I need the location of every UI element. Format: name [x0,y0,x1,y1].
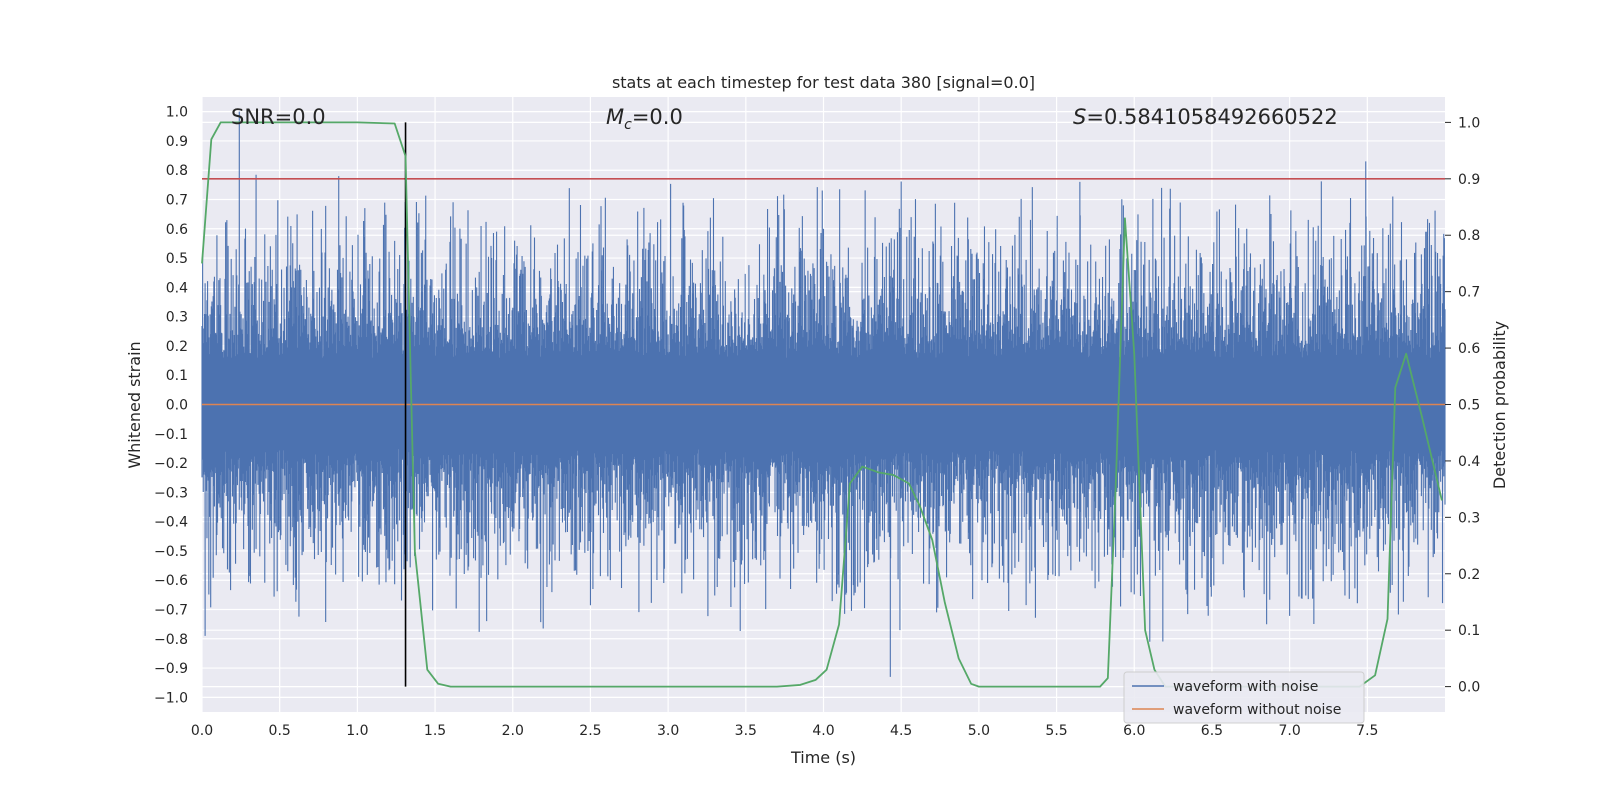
chart-title: stats at each timestep for test data 380… [612,73,1035,92]
x-axis-label: Time (s) [790,748,856,767]
x-tick-label: 2.5 [579,723,601,739]
y-tick-label-left: 0.3 [166,310,188,326]
y-tick-label-right: 0.7 [1458,285,1480,301]
y-tick-label-left: −0.2 [154,456,188,472]
y-tick-label-left: 0.2 [166,339,188,355]
legend-label-noise: waveform with noise [1173,679,1318,695]
y-tick-label-left: 0.7 [166,193,188,209]
x-tick-label: 0.5 [269,723,291,739]
x-tick-label: 3.5 [735,723,757,739]
x-tick-label: 7.5 [1356,723,1378,739]
x-tick-label: 0.0 [191,723,213,739]
y-tick-label-right: 0.4 [1458,454,1480,470]
y-tick-label-right: 0.5 [1458,398,1480,414]
y-tick-label-left: 0.0 [166,398,188,414]
y-tick-label-left: 0.8 [166,163,188,179]
y-tick-label-right: 0.1 [1458,623,1480,639]
tick-labels: 0.0 0.5 1.0 1.5 2.0 2.5 3.0 3.5 4.0 4.5 5.0 5.5 6.0 6… [154,105,1480,739]
annotation-snr: SNR=0.0 [231,105,326,129]
y-tick-label-left: −0.5 [154,544,188,560]
y-tick-label-left: 0.4 [166,280,188,296]
y-tick-label-left: 0.6 [166,222,188,238]
y-tick-label-right: 0.3 [1458,510,1480,526]
legend-box [1123,671,1365,724]
y-tick-label-left: 0.1 [166,368,188,384]
y-tick-label-left: −0.9 [154,661,188,677]
x-tick-label: 6.5 [1201,723,1223,739]
x-tick-label: 4.0 [812,723,834,739]
y-tick-label-right: 1.0 [1458,115,1480,131]
y-tick-label-right: 0.9 [1458,172,1480,188]
annotation-mc-symbol: M [606,105,624,129]
annotation-mc: Mc=0.0 [606,105,683,133]
y-tick-label-left: −0.8 [154,632,188,648]
y-axis-label-right: Detection probability [1490,321,1509,489]
y-tick-label-left: 1.0 [166,105,188,121]
x-tick-label: 4.5 [890,723,912,739]
y-tick-label-right: 0.8 [1458,228,1480,244]
y-tick-label-right: 0.6 [1458,341,1480,357]
legend-label-clean: waveform without noise [1173,702,1341,718]
y-axis-label-left: Whitened strain [125,341,144,468]
legend: waveform with noise waveform without noi… [1123,671,1365,724]
x-tick-label: 6.0 [1123,723,1145,739]
annotation-mc-subscript: c [624,117,632,133]
x-tick-label: 7.0 [1278,723,1300,739]
y-tick-label-left: −1.0 [154,690,188,706]
x-tick-label: 3.0 [657,723,679,739]
y-tick-label-right: 0.2 [1458,567,1480,583]
x-tick-label: 2.0 [502,723,524,739]
x-tick-label: 1.5 [424,723,446,739]
y-tick-label-left: 0.9 [166,134,188,150]
series-waveform-with-noise [201,111,1446,677]
y-tick-label-left: −0.3 [154,485,188,501]
x-tick-label: 1.0 [346,723,368,739]
annotation-s: S=0.5841058492660522 [1073,105,1338,129]
annotation-mc-value: =0.0 [632,105,683,129]
annotation-s-value: =0.5841058492660522 [1086,105,1337,129]
x-tick-label: 5.5 [1045,723,1067,739]
y-tick-label-left: −0.6 [154,573,188,589]
y-tick-label-left: 0.5 [166,251,188,267]
x-tick-label: 5.0 [968,723,990,739]
y-tick-label-right: 0.0 [1458,680,1480,696]
annotation-s-symbol: S [1073,105,1086,129]
y-tick-label-left: −0.1 [154,427,188,443]
noisy-waveform-core [202,357,1445,446]
y-tick-label-left: −0.7 [154,603,188,619]
y-tick-label-left: −0.4 [154,515,188,531]
